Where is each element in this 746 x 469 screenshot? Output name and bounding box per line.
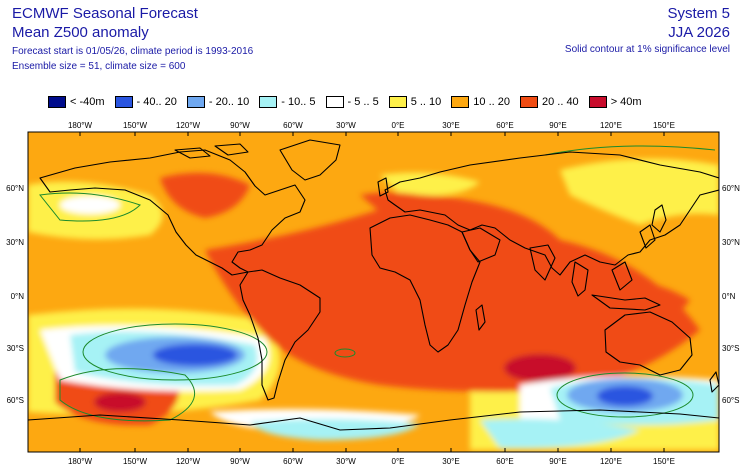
legend-swatch bbox=[259, 96, 278, 108]
system-label: System 5 bbox=[667, 5, 730, 22]
legend-label: < -40m bbox=[70, 96, 105, 108]
legend-swatch bbox=[186, 96, 205, 108]
legend-swatch bbox=[48, 96, 66, 108]
forecast-start-text: Forecast start is 01/05/26, climate peri… bbox=[12, 46, 254, 57]
legend-label: > 40m bbox=[610, 96, 642, 108]
anomaly-field-5-10 bbox=[560, 158, 719, 225]
latitude-label: 30°S bbox=[722, 344, 739, 353]
longitude-label: 30°W bbox=[336, 121, 356, 130]
color-legend: < -40m - 40.. 20 - 20.. 10 - 10.. 5 - 5 .. 5… bbox=[48, 92, 652, 112]
longitude-label: 150°E bbox=[653, 121, 675, 130]
legend-label: - 20.. 10 bbox=[208, 96, 250, 108]
legend-item: - 20.. 10 bbox=[186, 96, 250, 108]
legend-item: 20 .. 40 bbox=[519, 96, 579, 108]
longitude-label: 120°W bbox=[176, 121, 201, 130]
legend-swatch bbox=[519, 96, 538, 108]
latitude-label: 60°S bbox=[7, 396, 24, 405]
legend-item: - 10.. 5 bbox=[259, 96, 316, 108]
anomaly-field-5-10 bbox=[380, 172, 480, 197]
legend-swatch bbox=[588, 96, 607, 108]
legend-swatch bbox=[114, 96, 133, 108]
longitude-label: 60°E bbox=[496, 121, 513, 130]
anomaly-field-neg40-20 bbox=[153, 344, 237, 366]
anomaly-field-gt40 bbox=[94, 392, 146, 412]
legend-label: 20 .. 40 bbox=[541, 96, 579, 108]
longitude-label: 90°W bbox=[230, 121, 250, 130]
coastlines bbox=[28, 139, 719, 431]
anomaly-field-neg10-5 bbox=[250, 418, 420, 440]
legend-item: 10 .. 20 bbox=[451, 96, 510, 108]
legend-label: 5 .. 10 bbox=[410, 96, 442, 108]
longitude-label: 90°E bbox=[549, 121, 566, 130]
map-title: ECMWF Seasonal Forecast bbox=[12, 5, 198, 22]
legend-item: - 5 .. 5 bbox=[325, 96, 379, 108]
legend-label: 10 .. 20 bbox=[473, 96, 510, 108]
anomaly-field-neutral bbox=[60, 196, 120, 214]
longitude-label: 30°E bbox=[442, 121, 459, 130]
latitude-label: 30°N bbox=[6, 238, 24, 247]
legend-label: - 40.. 20 bbox=[136, 96, 177, 108]
legend-item: 5 .. 10 bbox=[388, 96, 442, 108]
longitude-label: 30°W bbox=[336, 457, 356, 466]
legend-label: - 10.. 5 bbox=[281, 96, 316, 108]
map-subtitle: Mean Z500 anomaly bbox=[12, 24, 149, 41]
longitude-label: 120°E bbox=[600, 121, 622, 130]
legend-swatch bbox=[388, 96, 407, 108]
longitude-label: 90°W bbox=[230, 457, 250, 466]
legend-label: - 5 .. 5 bbox=[347, 96, 379, 108]
map-frame bbox=[27, 131, 720, 453]
latitude-label: 60°N bbox=[722, 184, 740, 193]
ensemble-text: Ensemble size = 51, climate size = 600 bbox=[12, 61, 186, 72]
latitude-label: 0°N bbox=[722, 292, 736, 301]
longitude-label: 120°W bbox=[176, 457, 201, 466]
latitude-label: 30°S bbox=[7, 344, 24, 353]
longitude-label: 120°E bbox=[600, 457, 622, 466]
legend-item: < -40m bbox=[48, 96, 105, 108]
longitude-label: 150°W bbox=[123, 457, 148, 466]
longitude-label: 180°W bbox=[68, 121, 93, 130]
latitude-label: 30°N bbox=[722, 238, 740, 247]
latitude-label: 60°N bbox=[6, 184, 24, 193]
contour-note: Solid contour at 1% significance level bbox=[564, 44, 730, 55]
anomaly-field-20-40 bbox=[360, 192, 440, 213]
anomaly-field-20-40 bbox=[205, 195, 700, 392]
longitude-label: 150°E bbox=[653, 457, 675, 466]
longitude-label: 60°E bbox=[496, 457, 513, 466]
longitude-label: 60°W bbox=[283, 121, 303, 130]
legend-swatch bbox=[325, 96, 344, 108]
longitude-label: 30°E bbox=[442, 457, 459, 466]
longitude-label: 60°W bbox=[283, 457, 303, 466]
legend-item: - 40.. 20 bbox=[114, 96, 177, 108]
longitude-label: 0°E bbox=[392, 457, 405, 466]
longitude-label: 150°W bbox=[123, 121, 148, 130]
anomaly-field-neg10-5 bbox=[480, 418, 640, 449]
latitude-label: 60°S bbox=[722, 396, 739, 405]
legend-swatch bbox=[451, 96, 470, 108]
latitude-label: 0°N bbox=[11, 292, 25, 301]
axis-labels: 180°W 180°W 150°W 150°W 120°W 120°W 90°W 90°W 60… bbox=[6, 121, 740, 466]
anomaly-field-neg40-20 bbox=[597, 386, 653, 406]
anomaly-field-20-40 bbox=[160, 172, 250, 218]
longitude-label: 90°E bbox=[549, 457, 566, 466]
season-label: JJA 2026 bbox=[668, 24, 730, 41]
longitude-label: 0°E bbox=[392, 121, 405, 130]
legend-item: > 40m bbox=[588, 96, 642, 108]
anomaly-field-gt40 bbox=[504, 354, 576, 382]
anomaly-field-20-40 bbox=[600, 282, 690, 323]
longitude-label: 180°W bbox=[68, 457, 93, 466]
